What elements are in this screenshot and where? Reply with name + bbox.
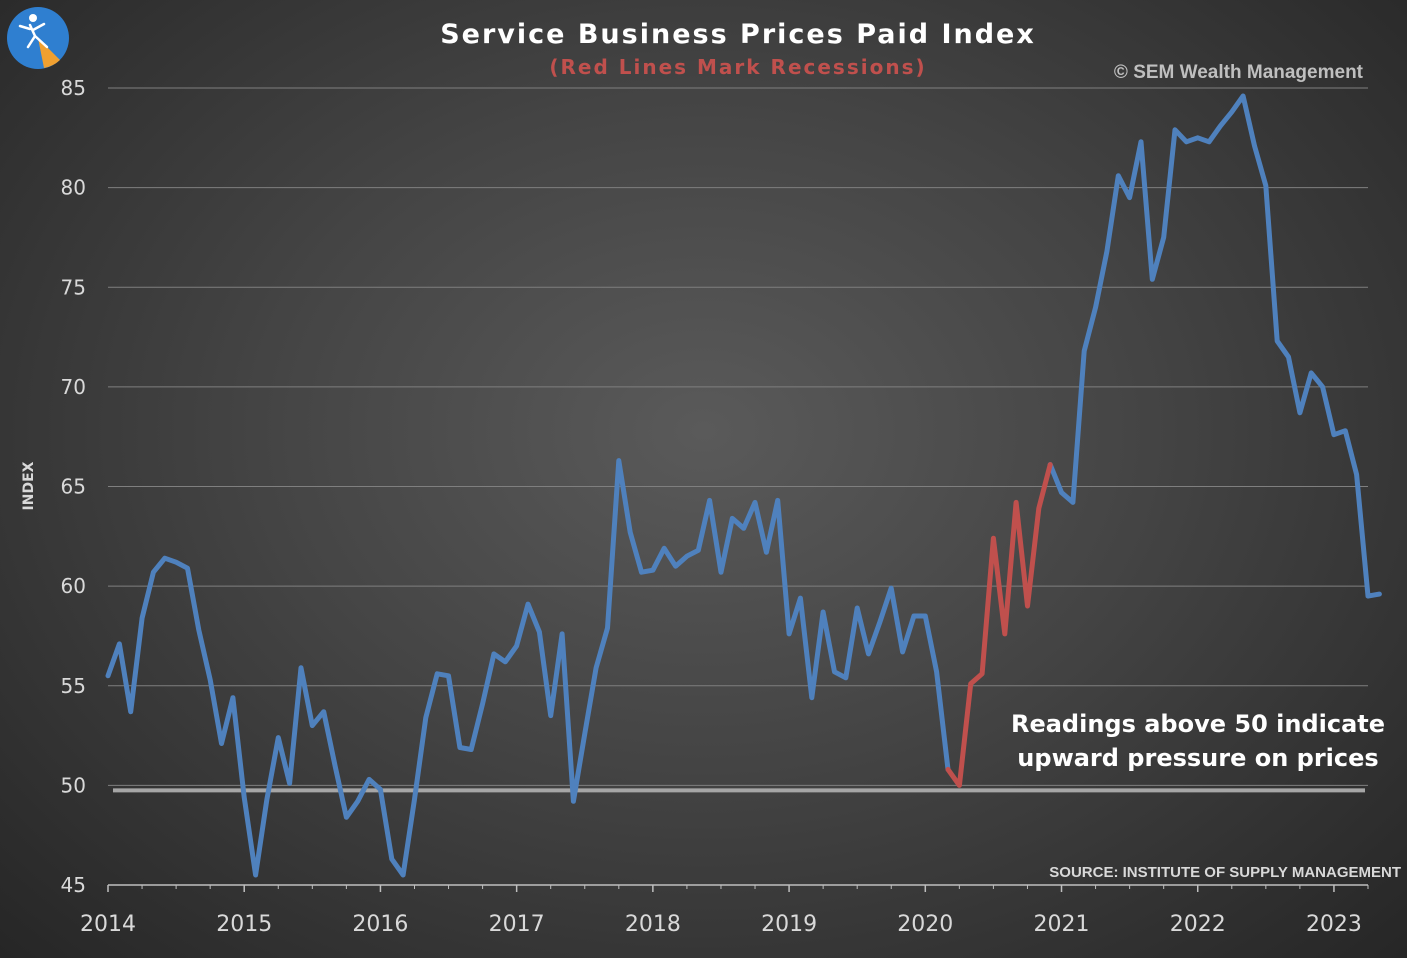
series-line-pre-recession: [105, 458, 951, 878]
chart-subtitle: (Red Lines Mark Recessions): [549, 55, 926, 79]
y-tick-label: 65: [61, 475, 86, 499]
series-line-recession: [945, 462, 1053, 788]
copyright-label: © SEM Wealth Management: [1114, 62, 1364, 83]
y-tick-label: 80: [61, 176, 86, 200]
y-axis-label: INDEX: [21, 461, 37, 510]
y-tick-label: 70: [61, 375, 86, 399]
annotation-line-2: upward pressure on prices: [1017, 744, 1378, 772]
series-lines: [105, 93, 1382, 878]
x-tick-label: 2017: [489, 912, 545, 937]
y-tick-label: 55: [61, 674, 86, 698]
y-tick-label: 60: [61, 574, 86, 598]
x-axis: 2014 2015 2016 2017 2018 2019 2020 2021 2022 2023: [80, 884, 1369, 937]
y-tick-label: 45: [61, 873, 86, 897]
x-tick-label: 2014: [80, 912, 136, 937]
x-tick-label: 2016: [352, 912, 408, 937]
y-tick-label: 75: [61, 275, 86, 299]
y-tick-label: 50: [61, 773, 86, 797]
logo-figure-head: [29, 14, 37, 22]
logo-figure: [18, 22, 49, 49]
x-tick-label: 2023: [1306, 912, 1362, 937]
x-tick-label: 2018: [625, 912, 681, 937]
x-tick-label: 2020: [897, 912, 953, 937]
x-tick-label: 2021: [1034, 912, 1090, 937]
y-axis: 45 50 55 60 65 70 75 80 85: [61, 76, 86, 897]
gridlines: [108, 87, 1368, 786]
series-line-post-recession: [1047, 93, 1382, 599]
y-tick-label: 85: [61, 76, 86, 100]
annotation-line-1: Readings above 50 indicate: [1011, 710, 1385, 738]
chart-title: Service Business Prices Paid Index: [440, 19, 1036, 50]
source-label: SOURCE: INSTITUTE OF SUPPLY MANAGEMENT: [1049, 864, 1401, 881]
x-tick-label: 2015: [216, 912, 272, 937]
x-tick-label: 2019: [761, 912, 817, 937]
logo: [7, 7, 69, 69]
logo-accent: [38, 38, 60, 68]
x-tick-label: 2022: [1170, 912, 1226, 937]
